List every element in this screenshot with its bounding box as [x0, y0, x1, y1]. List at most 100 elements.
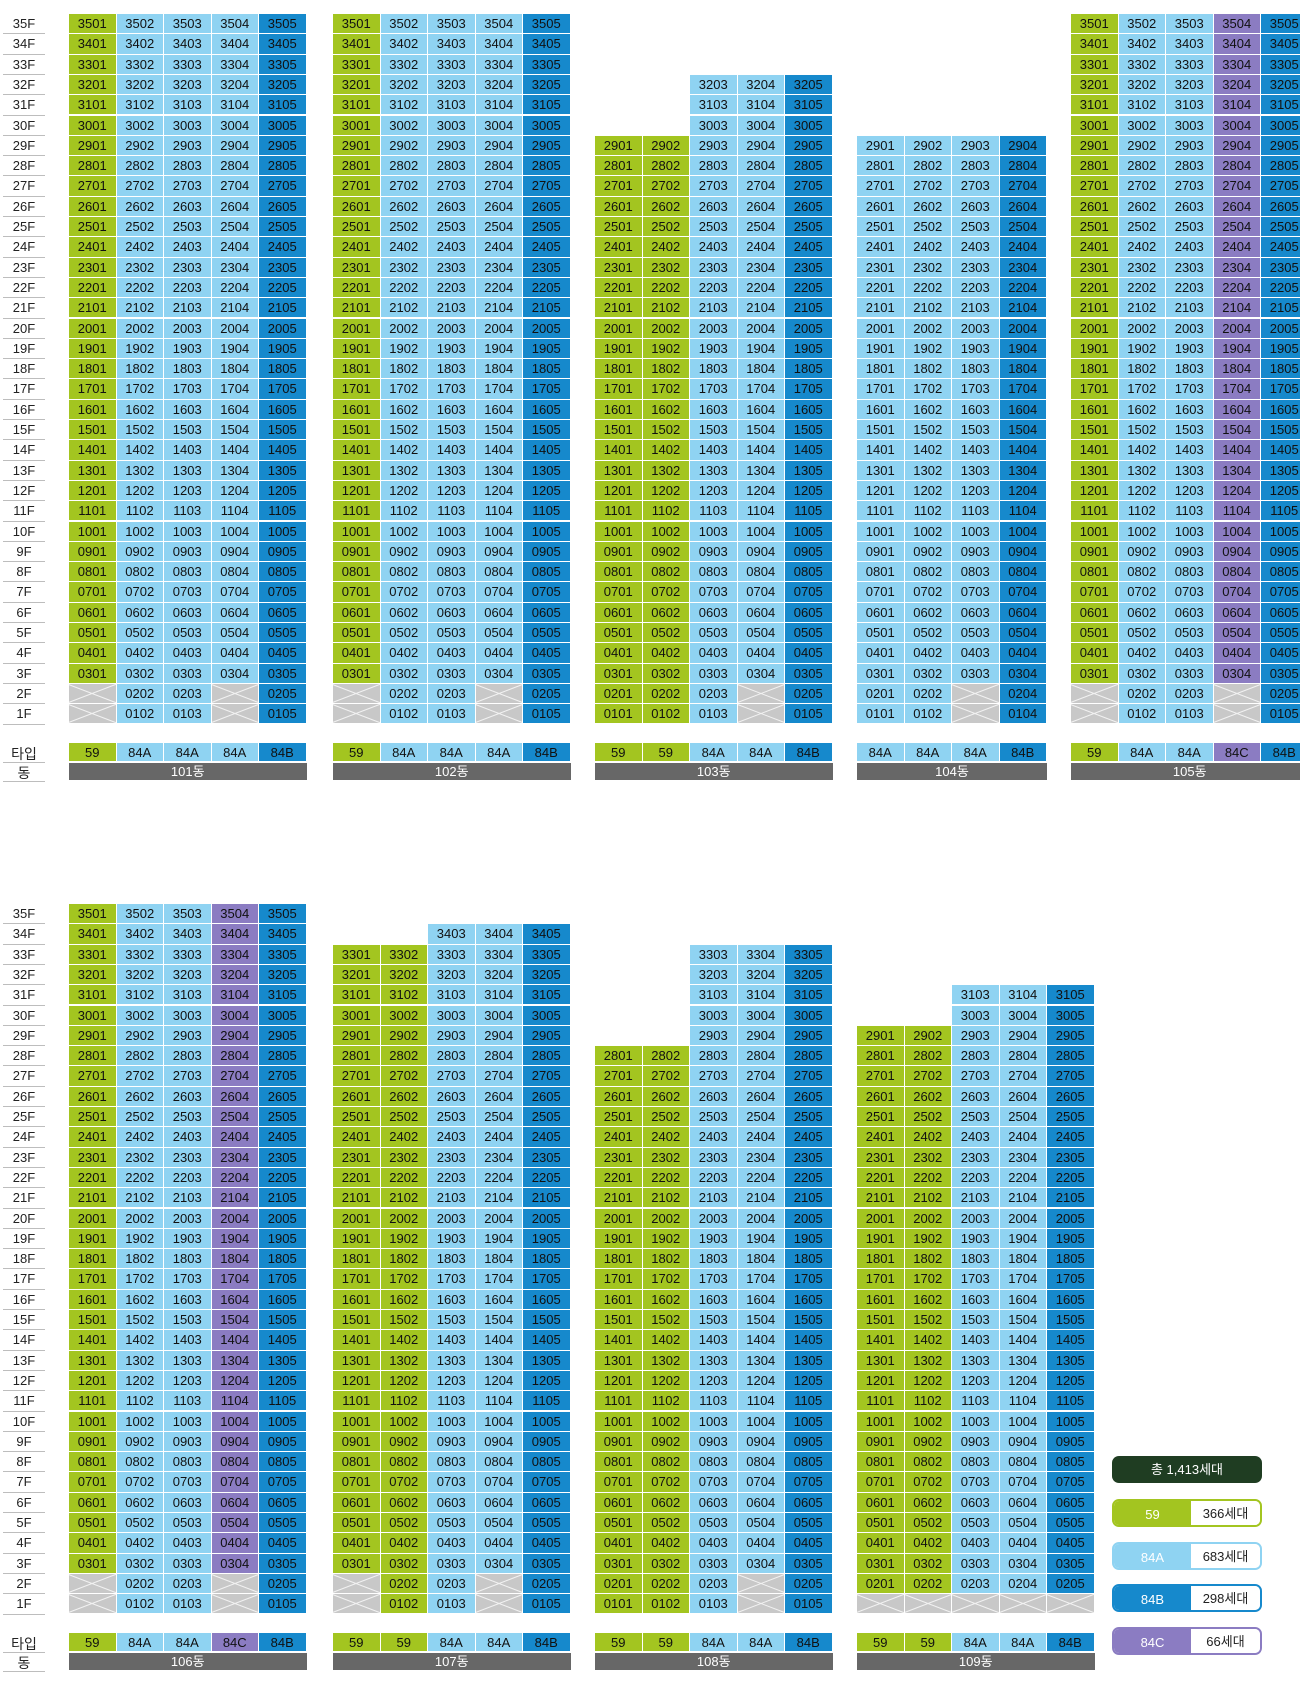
- unit-cell: 0402: [1118, 643, 1166, 664]
- floor-label: 19F: [12, 340, 36, 356]
- unit-cell: 0403: [952, 1533, 1000, 1554]
- unit-cell: 2003: [690, 1208, 738, 1229]
- unit-cell: 1103: [428, 501, 476, 522]
- unit-cell: 2002: [380, 318, 428, 339]
- unit-cell: 3005: [523, 115, 571, 136]
- unit-cell: 0501: [1071, 623, 1119, 644]
- unit-cell: 0703: [690, 1472, 738, 1493]
- unit-cell: 2304: [999, 1147, 1047, 1168]
- unit-cell: 2301: [857, 257, 905, 278]
- unit-cell: 1301: [857, 460, 905, 481]
- unit-cell: 1901: [333, 338, 381, 360]
- unit-cell: 1202: [904, 1370, 952, 1392]
- unit-cell: 2801: [333, 156, 381, 177]
- unit-cell: 2404: [999, 1127, 1047, 1148]
- unit-cell: 3404: [475, 924, 523, 945]
- unit-cell: 0702: [642, 582, 690, 603]
- dong-label: 102동: [333, 763, 571, 780]
- unit-cell: 2702: [642, 176, 690, 197]
- unit-cell: 2905: [523, 1025, 571, 1047]
- unit-cell: 2905: [785, 135, 833, 157]
- unit-cell: 2902: [642, 135, 690, 157]
- floor-label: 33F: [12, 56, 36, 72]
- unit-cell: 3201: [1071, 74, 1119, 96]
- unit-cell: 2305: [523, 1147, 571, 1168]
- unit-cell: 0705: [785, 582, 833, 603]
- unit-cell: 0303: [690, 1553, 738, 1574]
- unit-cell: 1105: [785, 1391, 833, 1412]
- unit-cell: 0804: [211, 1452, 259, 1473]
- unit-cell: 1603: [164, 399, 212, 420]
- unit-cell: 2201: [857, 277, 905, 299]
- unit-cell: 0103: [690, 704, 738, 725]
- unit-cell: 0102: [642, 1594, 690, 1615]
- unit-cell: 2103: [428, 298, 476, 319]
- unit-cell: 0903: [690, 1431, 738, 1453]
- unit-cell: 1301: [69, 460, 117, 481]
- floor-divider: [3, 1451, 45, 1453]
- unit-cell: 1904: [999, 338, 1047, 360]
- unit-cell: 1303: [952, 460, 1000, 481]
- empty-unit: [475, 704, 523, 725]
- unit-cell: 2305: [523, 257, 571, 278]
- unit-cell: 1604: [1213, 399, 1261, 420]
- unit-cell: 0305: [1261, 663, 1300, 684]
- unit-cell: 1101: [333, 1391, 381, 1412]
- unit-cell: 2804: [999, 1046, 1047, 1067]
- unit-cell: 1801: [1071, 359, 1119, 380]
- unit-cell: 2904: [737, 135, 785, 157]
- unit-cell: 1404: [475, 1330, 523, 1351]
- unit-cell: 1202: [380, 1370, 428, 1392]
- unit-cell: 2703: [164, 1066, 212, 1087]
- unit-cell: 1104: [475, 1391, 523, 1412]
- unit-cell: 0502: [904, 1513, 952, 1534]
- unit-cell: 0701: [333, 1472, 381, 1493]
- unit-cell: 3105: [523, 985, 571, 1006]
- unit-cell: 0302: [116, 663, 164, 684]
- unit-cell: 0605: [259, 1492, 307, 1513]
- unit-cell: 1905: [785, 1228, 833, 1250]
- floor-label: 31F: [12, 97, 36, 113]
- unit-cell: 2502: [642, 1107, 690, 1128]
- unit-cell: 3505: [259, 14, 307, 35]
- unit-cell: 2002: [904, 318, 952, 339]
- unit-cell: 3305: [523, 54, 571, 75]
- unit-cell: 2803: [690, 1046, 738, 1067]
- floor-divider: [3, 1329, 45, 1331]
- unit-cell: 0705: [785, 1472, 833, 1493]
- unit-cell: 1703: [164, 1269, 212, 1290]
- empty-unit: [211, 704, 259, 725]
- unit-cell: 2804: [737, 156, 785, 177]
- floor-label: 5F: [16, 1515, 32, 1530]
- unit-cell: 2504: [211, 217, 259, 238]
- unit-cell: 2905: [259, 135, 307, 157]
- unit-cell: 0404: [211, 643, 259, 664]
- empty-unit: [475, 683, 523, 705]
- floor-label: 34F: [12, 926, 36, 942]
- unit-cell: 3205: [523, 74, 571, 96]
- unit-cell: 1102: [642, 501, 690, 522]
- unit-cell: 1004: [211, 1411, 259, 1432]
- unit-cell: 3205: [259, 964, 307, 986]
- unit-cell: 1703: [690, 1269, 738, 1290]
- unit-cell: 0602: [904, 1492, 952, 1513]
- unit-cell: 1903: [690, 338, 738, 360]
- unit-cell: 2603: [952, 196, 1000, 217]
- unit-cell: 1201: [333, 1370, 381, 1392]
- unit-cell: 3401: [69, 924, 117, 945]
- unit-cell: 2302: [642, 1147, 690, 1168]
- unit-cell: 0603: [164, 602, 212, 623]
- unit-cell: 3303: [164, 54, 212, 75]
- unit-cell: 0205: [259, 1573, 307, 1595]
- unit-cell: 1205: [259, 1370, 307, 1392]
- unit-cell: 2505: [523, 1107, 571, 1128]
- unit-cell: 3102: [380, 95, 428, 116]
- unit-cell: 0305: [523, 1553, 571, 1574]
- unit-cell: 1201: [69, 1370, 117, 1392]
- unit-cell: 2402: [642, 1127, 690, 1148]
- empty-unit: [333, 704, 381, 725]
- floor-divider: [3, 642, 45, 644]
- unit-cell: 0603: [1166, 602, 1214, 623]
- unit-cell: 1402: [116, 440, 164, 461]
- unit-cell: 2304: [211, 1147, 259, 1168]
